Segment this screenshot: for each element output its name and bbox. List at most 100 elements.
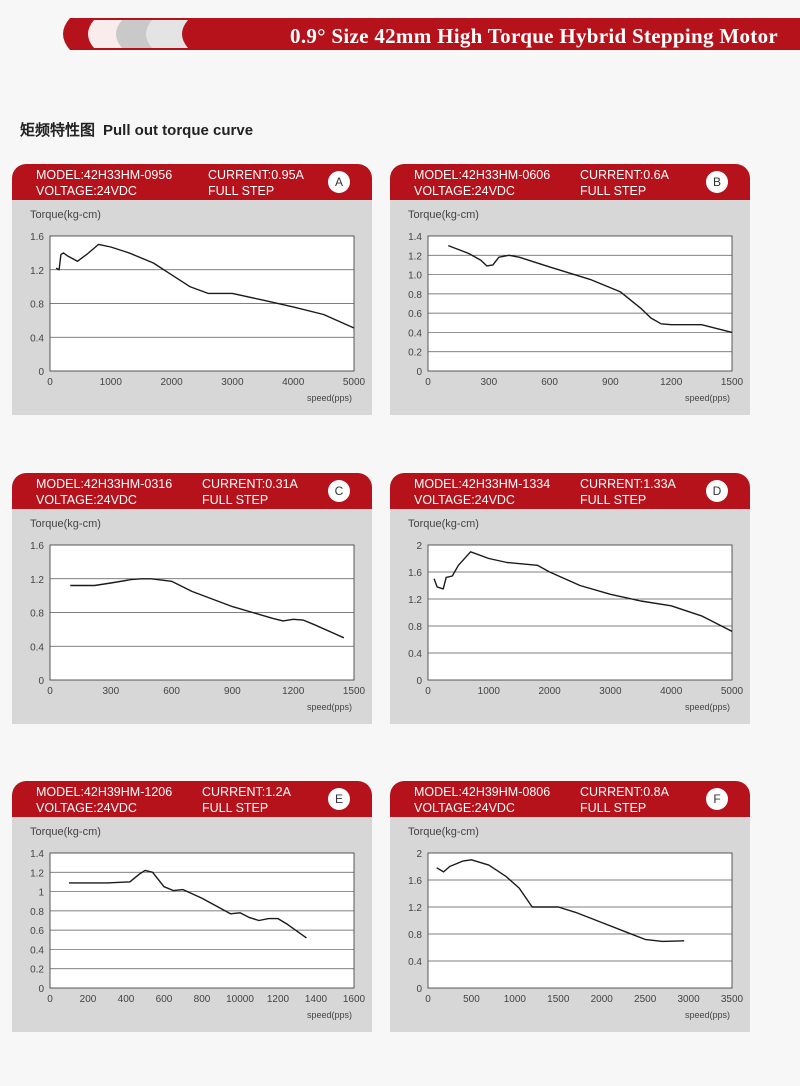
x-tick-label: 1200 — [267, 994, 290, 1005]
x-tick-label: 900 — [602, 377, 619, 388]
x-tick-label: 2000 — [591, 994, 614, 1005]
y-axis-label: Torque(kg-cm) — [408, 209, 479, 221]
x-tick-label: 900 — [224, 686, 241, 697]
x-axis-label: speed(pps) — [307, 393, 352, 403]
x-tick-label: 1000 — [478, 686, 501, 697]
x-tick-label: 800 — [194, 994, 211, 1005]
chart-panel-f: MODEL:42H39HM-0806 CURRENT:0.8A VOLTAGE:… — [390, 781, 750, 1032]
y-tick-label: 1 — [38, 888, 44, 899]
model-label: MODEL:42H39HM-1206 — [36, 785, 173, 799]
x-tick-label: 1000 — [504, 994, 527, 1005]
section-title-en: Pull out torque curve — [103, 122, 254, 139]
step-mode-label: FULL STEP — [202, 493, 269, 507]
x-axis-label: speed(pps) — [307, 702, 352, 712]
torque-curve — [70, 578, 345, 639]
x-tick-label: 4000 — [660, 686, 683, 697]
step-mode-label: FULL STEP — [580, 493, 647, 507]
step-mode-label: FULL STEP — [208, 184, 275, 198]
y-axis-label: Torque(kg-cm) — [30, 518, 101, 530]
x-tick-label: 1400 — [305, 994, 328, 1005]
x-tick-label: 0 — [425, 377, 431, 388]
x-tick-label: 0 — [47, 994, 53, 1005]
x-tick-label: 3000 — [221, 377, 244, 388]
y-tick-label: 0 — [416, 676, 422, 687]
torque-curve — [55, 243, 355, 329]
torque-chart: Torque(kg-cm) 0 0.4 0.8 1.2 1.6 0 300 600 900 1200… — [30, 518, 366, 712]
panel-header: MODEL:42H39HM-0806 CURRENT:0.8A VOLTAGE:… — [390, 781, 750, 817]
section-heading: 矩频特性图 Pull out torque curve — [20, 119, 253, 140]
step-mode-label: FULL STEP — [580, 801, 647, 815]
step-mode-label: FULL STEP — [202, 801, 269, 815]
y-tick-label: 0 — [38, 984, 44, 995]
x-tick-label: 2500 — [634, 994, 657, 1005]
torque-chart: Torque(kg-cm) 0 0.2 0.4 0.6 0.8 1.0 1.2 1.4 0 300 6… — [408, 209, 744, 403]
y-tick-label: 1.2 — [408, 595, 422, 606]
y-tick-label: 0.4 — [408, 328, 422, 339]
voltage-label: VOLTAGE:24VDC — [414, 801, 515, 815]
current-label: CURRENT:1.33A — [580, 477, 676, 491]
y-tick-label: 0.2 — [30, 965, 44, 976]
current-label: CURRENT:0.6A — [580, 168, 669, 182]
model-label: MODEL:42H33HM-1334 — [414, 477, 551, 491]
current-label: CURRENT:0.31A — [202, 477, 298, 491]
y-tick-label: 0.4 — [408, 649, 422, 660]
torque-chart: Torque(kg-cm) 0 0.2 0.4 0.6 0.8 1 1.2 1.4 0 200 400… — [30, 826, 366, 1020]
y-tick-label: 0.4 — [408, 957, 422, 968]
y-tick-label: 1.6 — [408, 876, 422, 887]
y-tick-label: 0.4 — [30, 642, 44, 653]
panel-header: MODEL:42H33HM-0606 CURRENT:0.6A VOLTAGE:… — [390, 164, 750, 200]
plot-area — [427, 544, 733, 681]
panel-header: MODEL:42H33HM-0956 CURRENT:0.95A VOLTAGE… — [12, 164, 372, 200]
x-tick-label: 1200 — [660, 377, 683, 388]
voltage-label: VOLTAGE:24VDC — [36, 493, 137, 507]
model-label: MODEL:42H33HM-0606 — [414, 168, 551, 182]
x-axis-label: speed(pps) — [685, 393, 730, 403]
y-tick-label: 2 — [416, 541, 422, 552]
y-tick-label: 1.2 — [408, 251, 422, 262]
header-banner — [0, 0, 800, 60]
y-tick-label: 0.4 — [30, 333, 44, 344]
x-tick-label: 400 — [118, 994, 135, 1005]
y-tick-label: 1.6 — [30, 232, 44, 243]
x-tick-label: 1200 — [282, 686, 305, 697]
x-tick-label: 600 — [156, 994, 173, 1005]
current-label: CURRENT:0.95A — [208, 168, 304, 182]
current-label: CURRENT:1.2A — [202, 785, 291, 799]
y-tick-label: 1.6 — [30, 541, 44, 552]
y-axis-label: Torque(kg-cm) — [30, 209, 101, 221]
y-tick-label: 0 — [416, 984, 422, 995]
x-tick-label: 200 — [80, 994, 97, 1005]
x-tick-label: 1000 — [100, 377, 123, 388]
x-tick-label: 0 — [47, 377, 53, 388]
x-tick-label: 600 — [541, 377, 558, 388]
y-axis-label: Torque(kg-cm) — [30, 826, 101, 838]
chart-panel-e: MODEL:42H39HM-1206 CURRENT:1.2A VOLTAGE:… — [12, 781, 372, 1032]
x-tick-label: 4000 — [282, 377, 305, 388]
y-tick-label: 0.6 — [30, 926, 44, 937]
x-tick-label: 3000 — [677, 994, 700, 1005]
y-tick-label: 1.6 — [408, 568, 422, 579]
y-tick-label: 1.2 — [30, 266, 44, 277]
voltage-label: VOLTAGE:24VDC — [414, 493, 515, 507]
panel-badge: F — [706, 788, 728, 810]
section-title-cn: 矩频特性图 — [20, 122, 96, 139]
current-label: CURRENT:0.8A — [580, 785, 669, 799]
y-axis-label: Torque(kg-cm) — [408, 518, 479, 530]
x-tick-label: 1500 — [547, 994, 570, 1005]
voltage-label: VOLTAGE:24VDC — [36, 184, 137, 198]
panel-header: MODEL:42H33HM-1334 CURRENT:1.33A VOLTAGE… — [390, 473, 750, 509]
panel-header: MODEL:42H39HM-1206 CURRENT:1.2A VOLTAGE:… — [12, 781, 372, 817]
model-label: MODEL:42H33HM-0956 — [36, 168, 173, 182]
torque-curve — [436, 859, 685, 943]
panel-badge: E — [328, 788, 350, 810]
y-tick-label: 1.0 — [408, 271, 422, 282]
chart-panel-b: MODEL:42H33HM-0606 CURRENT:0.6A VOLTAGE:… — [390, 164, 750, 415]
chart-panel-c: MODEL:42H33HM-0316 CURRENT:0.31A VOLTAGE… — [12, 473, 372, 724]
panel-badge: C — [328, 480, 350, 502]
plot-area — [427, 852, 733, 989]
x-tick-label: 500 — [463, 994, 480, 1005]
y-tick-label: 1.2 — [408, 903, 422, 914]
y-tick-label: 0 — [38, 367, 44, 378]
y-tick-label: 0 — [416, 367, 422, 378]
torque-curve — [69, 869, 307, 939]
